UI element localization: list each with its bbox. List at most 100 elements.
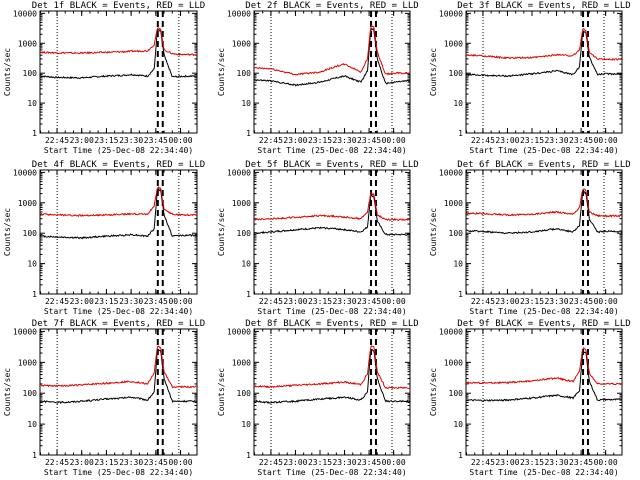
- x-tick-label: 23:15: [308, 136, 332, 145]
- x-tick-label: 23:15: [94, 458, 118, 467]
- y-tick-label: 10000: [439, 327, 463, 336]
- y-tick-label: 1: [32, 290, 37, 299]
- x-tick-label: 23:45: [569, 297, 593, 306]
- y-tick-label: 1000: [444, 358, 463, 367]
- x-tick-label: 22:45: [259, 136, 283, 145]
- x-tick-label: 23:15: [308, 297, 332, 306]
- x-tick-label: 23:45: [357, 136, 381, 145]
- x-tick-label: 00:00: [382, 297, 406, 306]
- panel-title: Det 9f BLACK = Events, RED = LLD: [457, 319, 630, 329]
- x-tick-label: 00:00: [594, 136, 618, 145]
- x-tick-label: 23:30: [544, 458, 568, 467]
- x-tick-label: 23:30: [544, 136, 568, 145]
- series-line-events: [254, 27, 410, 87]
- panel-det-5: Det 5f BLACK = Events, RED = LLD 1 10 100 10…: [217, 160, 419, 316]
- y-axis-label: Counts/sec: [3, 48, 12, 96]
- series-line-events: [40, 29, 197, 80]
- y-tick-label: 10000: [13, 327, 37, 336]
- panel-title: Det 1f BLACK = Events, RED = LLD: [32, 1, 205, 11]
- x-tick-label: 23:30: [332, 297, 356, 306]
- y-tick-label: 10: [27, 260, 37, 269]
- y-tick-label: 1000: [18, 358, 37, 367]
- plot-frame: [465, 10, 623, 134]
- series-line-lld: [466, 28, 622, 61]
- y-tick-label: 1: [458, 129, 463, 138]
- series-line-lld: [254, 24, 410, 76]
- y-tick-label: 100: [23, 69, 38, 78]
- x-tick-label: 23:00: [283, 458, 307, 467]
- x-tick-label: 22:45: [259, 458, 283, 467]
- panel-det-9: Det 9f BLACK = Events, RED = LLD 1 10 100 10…: [429, 319, 631, 477]
- y-tick-label: 100: [23, 389, 38, 398]
- x-axis-label: Start Time (25-Dec-08 22:34:40): [469, 307, 618, 316]
- y-tick-label: 10: [241, 260, 251, 269]
- y-tick-label: 1000: [232, 358, 251, 367]
- panel-title: Det 3f BLACK = Events, RED = LLD: [457, 1, 630, 11]
- y-tick-label: 100: [449, 389, 464, 398]
- x-tick-label: 23:45: [144, 458, 168, 467]
- y-tick-label: 10: [453, 260, 463, 269]
- y-axis-label: Counts/sec: [429, 368, 438, 416]
- x-tick-label: 23:00: [283, 136, 307, 145]
- x-axis-label: Start Time (25-Dec-08 22:34:40): [44, 146, 193, 155]
- x-tick-label: 23:45: [569, 458, 593, 467]
- panel-det-2: Det 2f BLACK = Events, RED = LLD 1 10 100 10…: [217, 1, 419, 155]
- y-tick-label: 10000: [439, 168, 463, 177]
- y-tick-label: 10000: [227, 327, 251, 336]
- x-tick-label: 23:15: [520, 136, 544, 145]
- x-tick-label: 23:15: [94, 136, 118, 145]
- x-tick-label: 23:30: [119, 297, 143, 306]
- x-tick-label: 23:00: [283, 297, 307, 306]
- series-line-lld: [40, 186, 197, 217]
- plot-frame: [465, 169, 623, 295]
- x-tick-label: 23:00: [70, 297, 94, 306]
- y-tick-label: 10000: [439, 9, 463, 18]
- series-line-events: [40, 348, 197, 405]
- y-tick-label: 10000: [227, 168, 251, 177]
- y-tick-label: 1: [458, 451, 463, 460]
- y-tick-label: 10: [453, 420, 463, 429]
- y-tick-label: 1: [246, 451, 251, 460]
- panel-det-1: Det 1f BLACK = Events, RED = LLD 1 10 100 10…: [3, 1, 205, 155]
- series-line-events: [254, 348, 410, 404]
- y-axis-label: Counts/sec: [3, 368, 12, 416]
- x-tick-label: 23:30: [332, 136, 356, 145]
- x-tick-label: 23:30: [119, 136, 143, 145]
- x-tick-label: 22:45: [45, 297, 69, 306]
- x-tick-label: 00:00: [594, 458, 618, 467]
- y-tick-label: 1: [32, 129, 37, 138]
- plot-frame: [253, 169, 411, 295]
- y-axis-label: Counts/sec: [217, 208, 226, 256]
- series-line-events: [466, 191, 622, 235]
- x-tick-label: 23:45: [144, 297, 168, 306]
- panel-det-6: Det 6f BLACK = Events, RED = LLD 1 10 100 10…: [429, 160, 631, 316]
- x-axis-label: Start Time (25-Dec-08 22:34:40): [469, 146, 618, 155]
- y-tick-label: 1000: [444, 39, 463, 48]
- series-line-events: [466, 350, 622, 402]
- y-tick-label: 1000: [18, 199, 37, 208]
- x-tick-label: 00:00: [168, 458, 192, 467]
- series-line-lld: [40, 27, 197, 57]
- y-tick-label: 10: [27, 99, 37, 108]
- y-tick-label: 100: [237, 389, 252, 398]
- y-tick-label: 100: [449, 69, 464, 78]
- y-tick-label: 10: [241, 420, 251, 429]
- x-tick-label: 23:15: [308, 458, 332, 467]
- panel-title: Det 5f BLACK = Events, RED = LLD: [245, 160, 418, 170]
- panel-title: Det 6f BLACK = Events, RED = LLD: [457, 160, 630, 170]
- x-tick-label: 22:45: [259, 297, 283, 306]
- plot-frame: [253, 10, 411, 134]
- y-tick-label: 10: [453, 99, 463, 108]
- y-tick-label: 1000: [232, 199, 251, 208]
- panel-det-4: Det 4f BLACK = Events, RED = LLD 1 10 100 10…: [3, 160, 205, 316]
- series-line-lld: [254, 345, 410, 390]
- x-tick-label: 23:00: [495, 297, 519, 306]
- series-line-events: [40, 187, 197, 240]
- y-axis-label: Counts/sec: [429, 208, 438, 256]
- panel-title: Det 7f BLACK = Events, RED = LLD: [32, 319, 205, 329]
- x-tick-label: 00:00: [594, 297, 618, 306]
- x-tick-label: 23:00: [495, 458, 519, 467]
- x-tick-label: 00:00: [382, 458, 406, 467]
- plot-frame: [39, 169, 198, 295]
- plot-frame: [39, 328, 198, 456]
